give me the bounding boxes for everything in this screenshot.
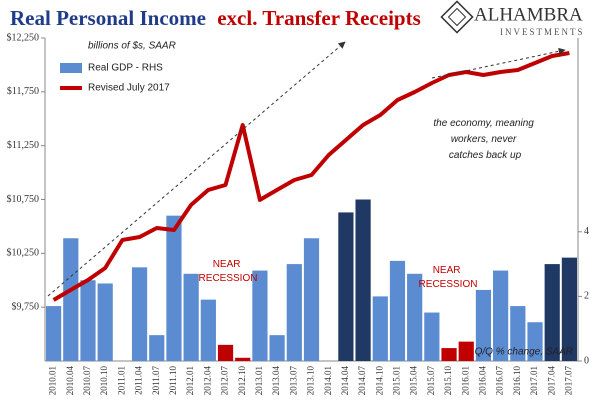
bar: [303, 238, 320, 361]
annotation-line: RECESSION: [199, 273, 258, 284]
y-tick-label: $10,750: [7, 194, 40, 205]
bar: [475, 289, 492, 361]
x-tick-label: 2014.04: [340, 366, 350, 396]
bar: [424, 312, 440, 361]
x-tick-label: 2015.01: [392, 366, 402, 395]
title-main: Real Personal Income: [10, 6, 206, 30]
bar: [389, 260, 406, 361]
y-tick-label: $10,250: [7, 248, 40, 259]
bar: [561, 257, 577, 361]
bar: [441, 348, 457, 361]
y-tick-label: $12,250: [7, 32, 40, 43]
bar: [544, 264, 560, 361]
bar: [183, 273, 199, 361]
bar: [80, 280, 96, 361]
x-tick-label: 2015.04: [409, 366, 419, 396]
x-tick-label: 2010.10: [99, 366, 109, 396]
logo-mark-inner: [447, 7, 467, 27]
units-label: billions of $s, SAAR: [88, 41, 176, 52]
y2-axis-label: Q/Q % change, SAAR: [475, 347, 573, 358]
trend-arrow: [431, 47, 566, 79]
bar: [217, 344, 234, 361]
logo: ALHAMBRA INVESTMENTS: [440, 0, 585, 37]
x-tick-label: 2016.01: [460, 366, 470, 395]
x-tick-label: 2012.01: [185, 366, 195, 395]
bar: [269, 335, 285, 361]
logo-mark: [440, 0, 474, 34]
bar: [493, 270, 509, 361]
y-tick-label: $9,750: [12, 301, 40, 312]
bar: [407, 273, 423, 361]
title-emphasis: excl. Transfer Receipts: [217, 6, 421, 30]
annotation: the economy, meaning workers, never catc…: [433, 118, 536, 161]
x-tick-label: 2010.01: [48, 366, 58, 395]
x-tick-label: 2012.07: [220, 366, 230, 396]
bar: [458, 341, 474, 361]
x-tick-label: 2015.07: [426, 366, 436, 396]
y2-tick-label: 4: [584, 226, 589, 237]
annotation: NEAR RECESSION: [199, 259, 258, 284]
x-tick-label: 2016.04: [477, 366, 487, 396]
bar: [338, 212, 354, 361]
y-tick-label: $11,250: [7, 140, 39, 151]
annotation-line: NEAR: [433, 265, 461, 276]
annotation-line: RECESSION: [419, 279, 478, 290]
x-tick-label: 2014.07: [357, 366, 367, 396]
x-tick-label: 2013.01: [254, 366, 264, 395]
x-tick-label: 2011.01: [116, 366, 126, 395]
bar: [286, 264, 302, 361]
legend-swatch: [60, 63, 82, 73]
legend-label: Revised July 2017: [88, 83, 170, 94]
x-tick-label: 2011.10: [168, 366, 178, 395]
x-tick-label: 2015.10: [443, 366, 453, 396]
x-tick-label: 2013.10: [306, 366, 316, 396]
y2-tick-label: 2: [584, 291, 589, 302]
legend-label: Real GDP - RHS: [88, 63, 163, 74]
annotation-line: the economy, meaning: [433, 118, 534, 129]
bar: [97, 283, 113, 361]
bar: [200, 299, 216, 361]
bar: [131, 267, 148, 361]
x-tick-label: 2010.04: [65, 366, 75, 396]
bar: [355, 199, 371, 361]
bar: [63, 238, 79, 361]
bar: [252, 270, 268, 361]
chart-title: Real Personal Income excl. Transfer Rece…: [10, 6, 421, 30]
x-tick-label: 2012.04: [202, 366, 212, 396]
annotation-line: NEAR: [213, 259, 241, 270]
bar: [510, 306, 526, 361]
bar: [235, 357, 251, 361]
x-tick-label: 2013.07: [288, 366, 298, 396]
bar: [166, 215, 182, 361]
x-tick-label: 2014.10: [374, 366, 384, 396]
x-tick-label: 2012.10: [237, 366, 247, 396]
annotation-line: workers, never: [451, 134, 517, 145]
x-tick-label: 2016.10: [512, 366, 522, 396]
annotation: NEAR RECESSION: [419, 265, 478, 290]
logo-tagline: INVESTMENTS: [500, 27, 585, 37]
x-tick-label: 2017.01: [529, 366, 539, 395]
line: [52, 51, 570, 302]
bar: [372, 296, 388, 361]
x-tick-label: 2011.04: [134, 366, 144, 395]
x-tick-label: 2014.01: [323, 366, 333, 395]
logo-name: ALHAMBRA: [474, 4, 583, 25]
y2-tick-label: 0: [584, 355, 589, 366]
bar: [46, 306, 62, 361]
annotation-line: catches back up: [449, 150, 522, 161]
x-tick-label: 2017.04: [546, 366, 556, 396]
y-tick-label: $11,750: [7, 86, 39, 97]
bar: [527, 322, 543, 361]
bar: [149, 335, 165, 361]
x-tick-label: 2010.07: [82, 366, 92, 396]
x-tick-label: 2017.07: [563, 366, 573, 396]
trend-arrow: [47, 41, 346, 297]
x-tick-label: 2016.07: [495, 366, 505, 396]
x-tick-label: 2011.07: [151, 366, 161, 395]
x-tick-label: 2013.04: [271, 366, 281, 396]
